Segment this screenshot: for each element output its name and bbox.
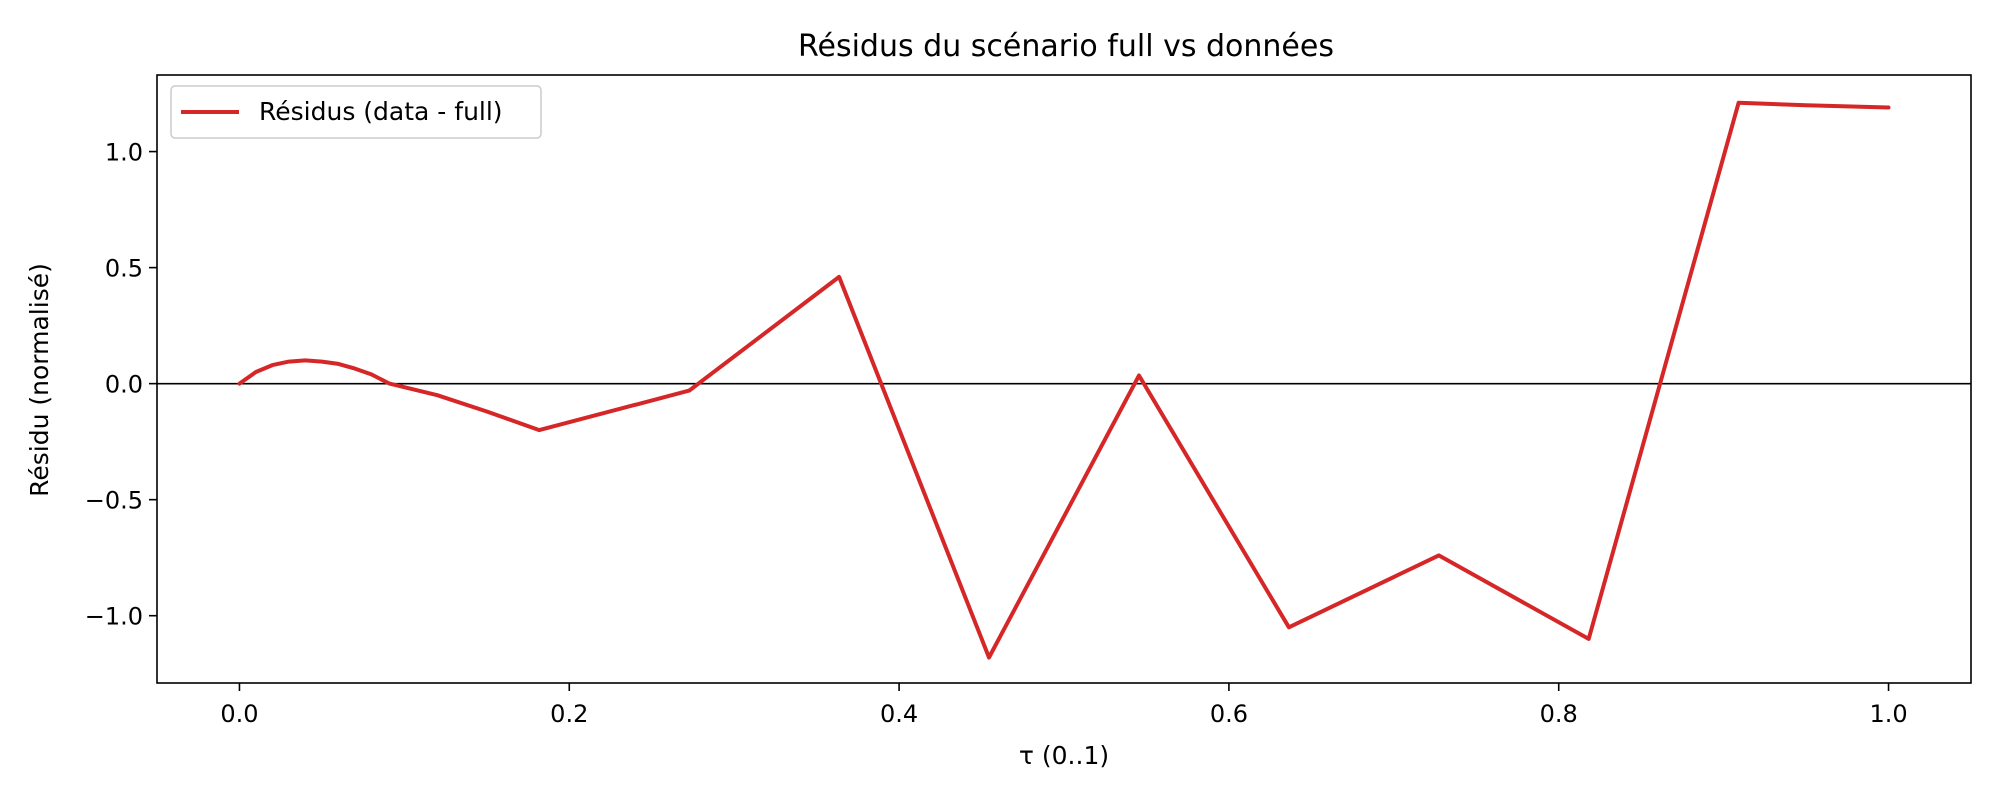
y-tick-label: 0.5 xyxy=(105,255,143,283)
x-tick-label: 0.0 xyxy=(220,700,258,728)
plot-area-frame xyxy=(156,74,1972,684)
x-tick-label: 0.2 xyxy=(550,700,588,728)
x-axis-label: τ (0..1) xyxy=(1019,741,1109,770)
x-tick-label: 0.8 xyxy=(1540,700,1578,728)
series-line-residus xyxy=(237,100,1891,660)
y-tick-label: −1.0 xyxy=(85,603,143,631)
x-tick-label: 0.4 xyxy=(880,700,918,728)
y-tick-label: −0.5 xyxy=(85,487,143,515)
legend-box xyxy=(170,85,542,139)
y-tick-label: 1.0 xyxy=(105,139,143,167)
legend: Résidus (data - full) xyxy=(170,85,542,139)
chart-title: Résidus du scénario full vs données xyxy=(798,29,1334,64)
x-tick-label: 1.0 xyxy=(1869,700,1907,728)
legend-label-residus: Résidus (data - full) xyxy=(259,97,503,126)
x-tick-label: 0.6 xyxy=(1210,700,1248,728)
y-tick-label: 0.0 xyxy=(105,371,143,399)
y-axis-label: Résidu (normalisé) xyxy=(25,263,54,497)
